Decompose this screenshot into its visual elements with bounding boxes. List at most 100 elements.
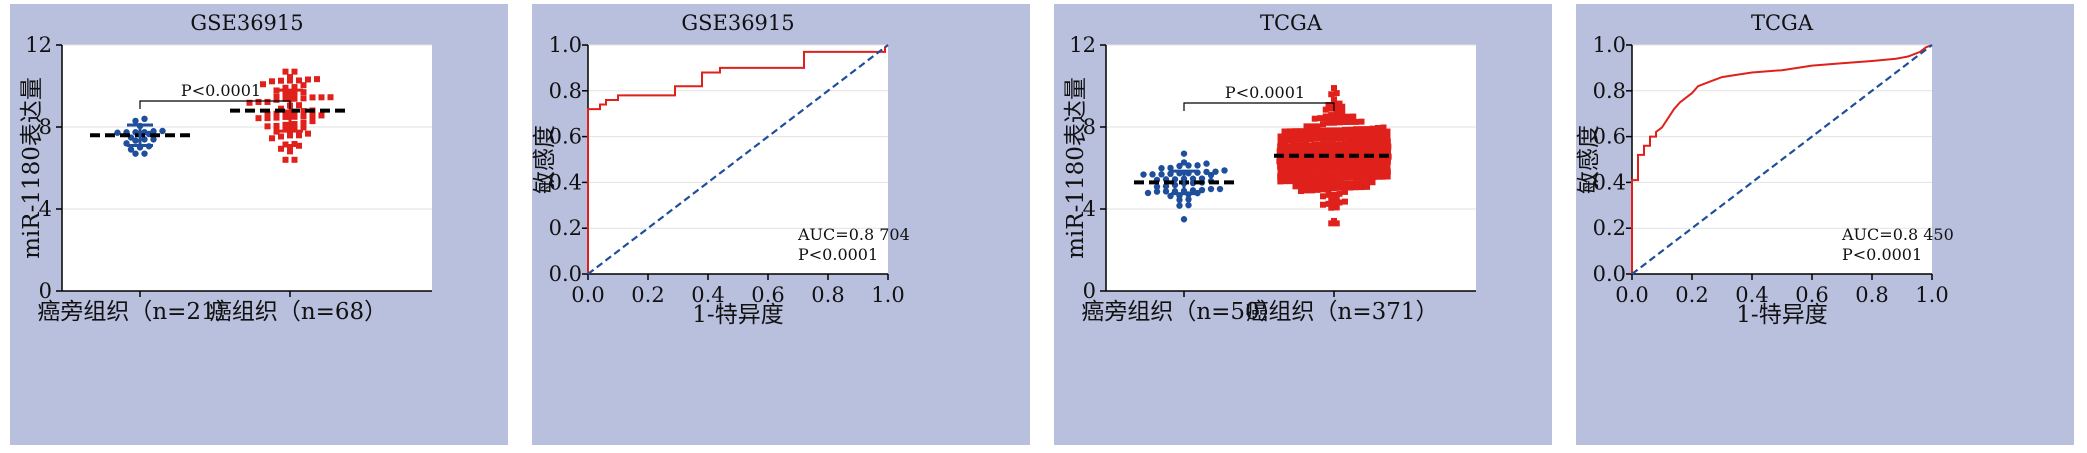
category-label: 癌旁组织（n=50） — [1081, 299, 1282, 325]
data-point — [1297, 162, 1304, 169]
y-axis-label: 敏感度 — [1576, 125, 1602, 194]
y-axis-label: miR-1180表达量 — [19, 77, 45, 259]
x-axis-label: 1-特异度 — [692, 302, 783, 328]
data-point — [1384, 138, 1391, 145]
data-point — [1364, 159, 1371, 166]
data-point — [291, 140, 298, 147]
data-point — [1331, 85, 1337, 92]
data-point — [1353, 165, 1360, 172]
data-point — [1331, 180, 1337, 187]
data-point — [1326, 161, 1333, 168]
data-point — [1322, 106, 1329, 113]
data-point — [1335, 145, 1342, 152]
data-point — [132, 117, 139, 125]
data-point — [1331, 200, 1337, 207]
data-point — [1158, 165, 1165, 172]
data-point — [1328, 165, 1335, 172]
data-point — [1277, 168, 1284, 175]
data-point — [282, 68, 289, 75]
data-point — [1333, 141, 1340, 148]
data-point — [1350, 113, 1357, 120]
data-point — [1382, 143, 1389, 150]
data-point — [1359, 144, 1365, 151]
data-point — [1309, 182, 1315, 189]
data-point — [1300, 177, 1307, 184]
data-point — [1331, 185, 1337, 192]
data-point — [1338, 165, 1345, 172]
data-point — [1216, 185, 1224, 193]
data-point — [273, 93, 280, 100]
data-point — [1377, 148, 1384, 155]
data-point — [1277, 163, 1284, 170]
data-point — [1346, 140, 1353, 147]
data-point — [1342, 119, 1348, 126]
data-point — [1350, 170, 1357, 177]
category-label: 癌组织（n=68） — [209, 299, 387, 325]
data-point — [1309, 127, 1315, 134]
data-point — [1207, 185, 1215, 193]
data-point — [1153, 183, 1161, 191]
data-point — [1358, 126, 1365, 133]
data-point — [255, 98, 262, 105]
data-point — [1318, 132, 1325, 139]
y-tick-label: 0.2 — [549, 216, 582, 240]
data-point — [1365, 144, 1372, 151]
data-point — [1292, 136, 1299, 143]
data-point — [1320, 141, 1327, 148]
data-point — [1318, 166, 1325, 173]
y-tick-label: 0.6 — [549, 125, 582, 149]
data-point — [282, 95, 289, 102]
data-point — [1297, 167, 1304, 174]
data-point — [1336, 100, 1343, 107]
data-point — [264, 98, 271, 105]
data-point — [1325, 191, 1332, 198]
data-point — [1315, 141, 1322, 148]
data-point — [1359, 129, 1365, 136]
data-point — [1354, 139, 1361, 146]
data-point — [1339, 109, 1346, 116]
data-point — [1358, 184, 1365, 191]
data-point — [1277, 178, 1284, 185]
data-point — [1354, 170, 1361, 177]
y-tick-label: 8 — [39, 115, 52, 139]
data-point — [1314, 123, 1321, 130]
data-point — [1348, 165, 1355, 172]
data-point — [1338, 150, 1345, 157]
data-point — [1180, 159, 1188, 166]
data-point — [1356, 174, 1363, 181]
y-tick-label: 4 — [1083, 197, 1096, 221]
data-point — [1180, 216, 1188, 223]
data-point — [1346, 150, 1353, 157]
data-point — [1348, 134, 1355, 141]
data-point — [1176, 196, 1183, 204]
data-point — [1282, 178, 1288, 185]
data-point — [1296, 148, 1303, 155]
data-point — [1281, 163, 1288, 170]
data-point — [1358, 118, 1365, 125]
data-point — [1385, 143, 1392, 150]
data-point — [1339, 160, 1346, 167]
data-point — [1303, 187, 1310, 194]
data-point — [1287, 168, 1294, 175]
data-point — [1303, 136, 1309, 143]
data-point — [141, 150, 148, 157]
data-point — [1290, 142, 1297, 149]
x-tick-label: 0.0 — [571, 283, 604, 307]
data-point — [1364, 126, 1370, 133]
data-point — [1303, 172, 1309, 179]
data-point — [1376, 169, 1383, 176]
data-point — [1367, 139, 1374, 146]
data-point — [1336, 180, 1343, 187]
data-point — [296, 132, 302, 139]
data-point — [1285, 173, 1292, 180]
data-point — [1291, 177, 1298, 184]
roc-panel-gse36915: GSE36915 0.0 0.2 0.4 0.6 0.8 1.0 0.0 0.2 0.4 0.6 0.… — [532, 4, 1030, 445]
data-point — [273, 114, 280, 121]
data-point — [1325, 102, 1332, 109]
data-point — [264, 111, 271, 118]
data-point — [1336, 190, 1343, 197]
data-point — [300, 82, 307, 89]
data-point — [1353, 180, 1359, 187]
data-point — [114, 129, 121, 136]
data-point — [300, 124, 307, 131]
